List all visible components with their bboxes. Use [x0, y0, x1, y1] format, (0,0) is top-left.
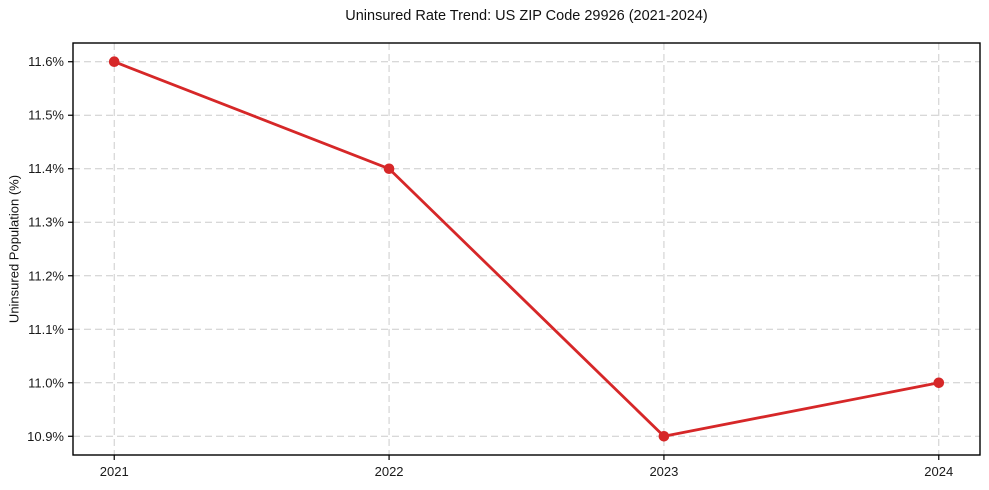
- y-tick-label: 10.9%: [27, 429, 64, 444]
- trend-line: [112, 60, 941, 438]
- chart-title: Uninsured Rate Trend: US ZIP Code 29926 …: [345, 8, 708, 24]
- x-tick-label: 2024: [924, 464, 953, 479]
- x-tick-label: 2022: [375, 464, 404, 479]
- data-point-marker: [933, 377, 945, 389]
- axes-border: [72, 42, 981, 456]
- y-tick-label: 11.4%: [28, 161, 64, 176]
- data-point-marker: [108, 56, 120, 68]
- y-tick-label: 11.6%: [28, 54, 64, 69]
- data-point-marker: [383, 163, 395, 175]
- y-tick-label: 11.0%: [28, 375, 64, 390]
- x-tick-label: 2023: [649, 464, 678, 479]
- y-tick-label: 11.5%: [28, 108, 64, 123]
- data-point-marker: [658, 430, 670, 442]
- y-tick-label: 11.2%: [28, 268, 64, 283]
- y-tick-label: 11.3%: [28, 215, 64, 230]
- x-tick-label: 2021: [100, 464, 129, 479]
- y-tick-label: 11.1%: [28, 322, 64, 337]
